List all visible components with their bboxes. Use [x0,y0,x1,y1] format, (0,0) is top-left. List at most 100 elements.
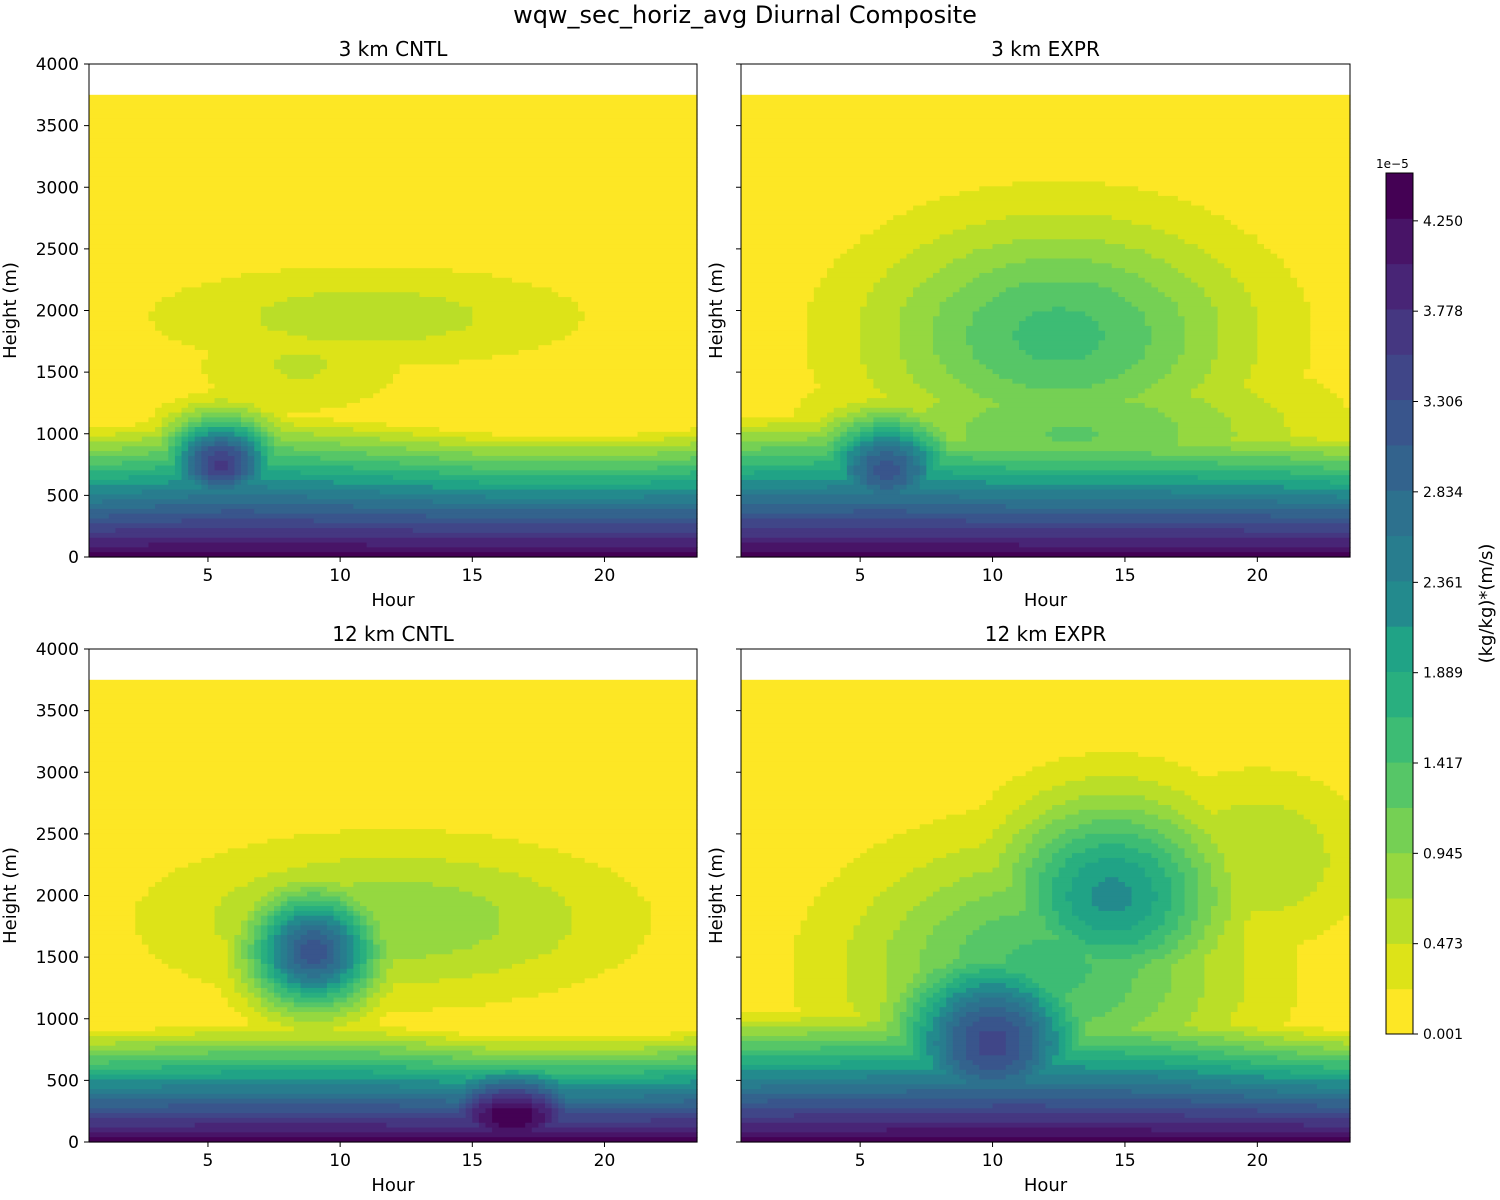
contour-cell [373,1007,434,1013]
contour-cell [214,383,387,390]
contour-cell [926,455,934,462]
contour-cell [1038,1031,1047,1037]
contour-cell [853,417,874,423]
contour-cell [373,954,381,960]
contour-cell [952,374,1000,380]
contour-cell [89,470,176,476]
contour-cell [89,968,183,975]
contour-cell [1177,920,1192,926]
contour-cell [280,1012,348,1018]
contour-cell [1078,915,1146,922]
contour-cell [89,829,341,835]
contour-cell [624,877,698,883]
contour-cell [597,862,698,869]
contour-cell [1131,978,1172,984]
contour-cell [1270,248,1351,255]
contour-cell [913,867,994,873]
contour-cell [359,978,368,984]
contour-cell [899,1031,908,1037]
contour-cell [1085,776,1139,782]
contour-cell [366,930,374,936]
contour-cell [793,963,848,970]
contour-cell [866,301,908,308]
contour-cell [214,853,573,859]
x-axis-label: Hour [371,590,415,611]
contour-cell [932,455,941,462]
contour-cell [89,167,698,173]
contour-cell [1297,809,1351,816]
contour-cell [227,398,361,404]
contour-cell [932,1026,941,1032]
contour-cell [155,427,163,433]
contour-cell [899,920,941,926]
contour-cell [122,446,169,452]
contour-cell [89,479,169,486]
contour-cell [1191,388,1252,394]
contour-cell [946,1060,961,1066]
contour-cell [1105,330,1153,337]
contour-cell [946,814,1007,821]
contour-cell [1025,771,1199,777]
contour-cell [412,528,698,534]
contour-cell [359,949,368,955]
contour-cell [741,407,795,414]
contour-cell [1038,848,1060,854]
contour-cell [741,920,802,926]
contour-cell [1052,804,1172,811]
contour-cell [1025,882,1040,888]
contour-cell [1058,1012,1066,1018]
contour-cell [1297,997,1351,1003]
contour-cell [241,451,249,457]
contour-cell [465,1089,473,1095]
contour-cell [373,939,387,946]
contour-cell [1290,272,1351,279]
contour-cell [1244,944,1298,951]
contour-cell [853,1007,881,1013]
contour-cell [207,465,216,471]
contour-cell [353,968,361,975]
contour-cell [359,968,368,975]
contour-cell [1025,824,1047,830]
contour-cell [650,920,698,926]
contour-cell [188,973,229,979]
contour-cell [807,321,861,327]
contour-cell [992,867,1013,873]
contour-cell [846,248,914,255]
contour-cell [972,248,1146,255]
contour-cell [741,147,1351,154]
contour-cell [1085,973,1139,979]
contour-cell [1336,393,1351,399]
contour-cell [293,973,308,979]
contour-cell [1270,402,1344,409]
contour-cell [393,475,698,481]
contour-cell [359,1016,381,1023]
contour-cell [932,446,941,452]
contour-cell [538,992,698,999]
contour-cell [1052,1016,1060,1023]
contour-cell [1058,1050,1066,1056]
contour-cell [1323,872,1351,878]
contour-fill [741,94,1351,558]
contour-cell [906,987,914,994]
contour-cell [1032,1007,1047,1013]
contour-cell [1144,277,1192,284]
contour-cell [346,1012,368,1018]
contour-cell [1038,987,1047,994]
contour-cell [1144,349,1186,356]
contour-cell [366,949,374,955]
contour-cell [373,393,698,399]
contour-cell [833,258,901,264]
contour-cell [966,1036,980,1042]
contour-cell [89,1055,454,1061]
contour-cell [972,455,1292,462]
contour-cell [320,455,440,462]
contour-cell [89,431,117,438]
contour-cell [939,1050,947,1056]
contour-cell [1197,891,1219,898]
contour-cell [89,330,163,337]
contour-cell [551,340,698,346]
contour-cell [906,1036,914,1042]
contour-cell [966,422,1179,428]
contour-cell [89,867,176,873]
contour-cell [946,1055,954,1061]
